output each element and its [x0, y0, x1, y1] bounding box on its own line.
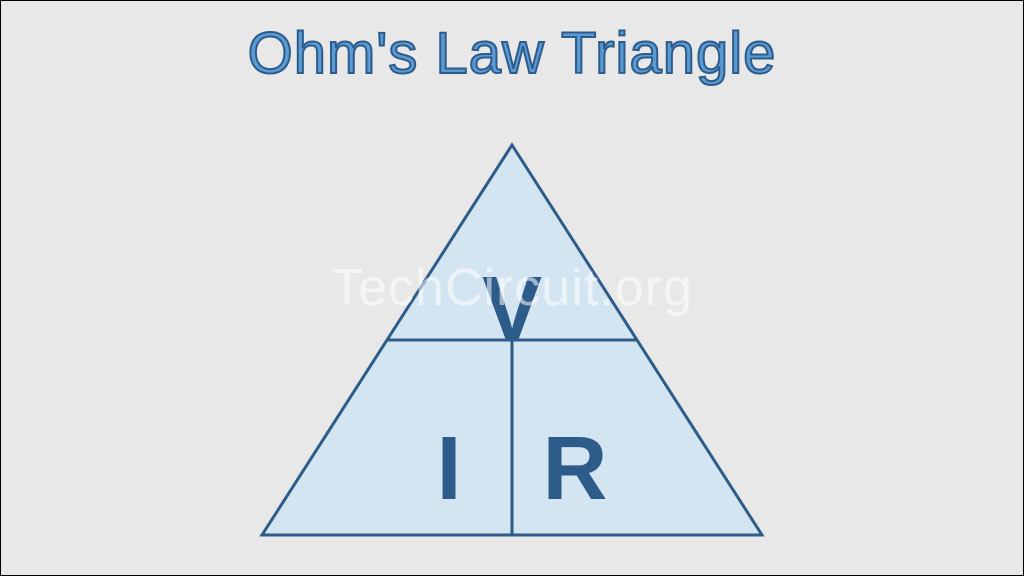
page-title: Ohm's Law Triangle	[0, 20, 1024, 87]
voltage-label: V	[482, 259, 542, 359]
ohms-law-triangle: V I R	[252, 135, 772, 545]
current-label: I	[436, 419, 461, 519]
triangle-svg: V I R	[252, 135, 772, 545]
resistance-label: R	[543, 419, 608, 519]
